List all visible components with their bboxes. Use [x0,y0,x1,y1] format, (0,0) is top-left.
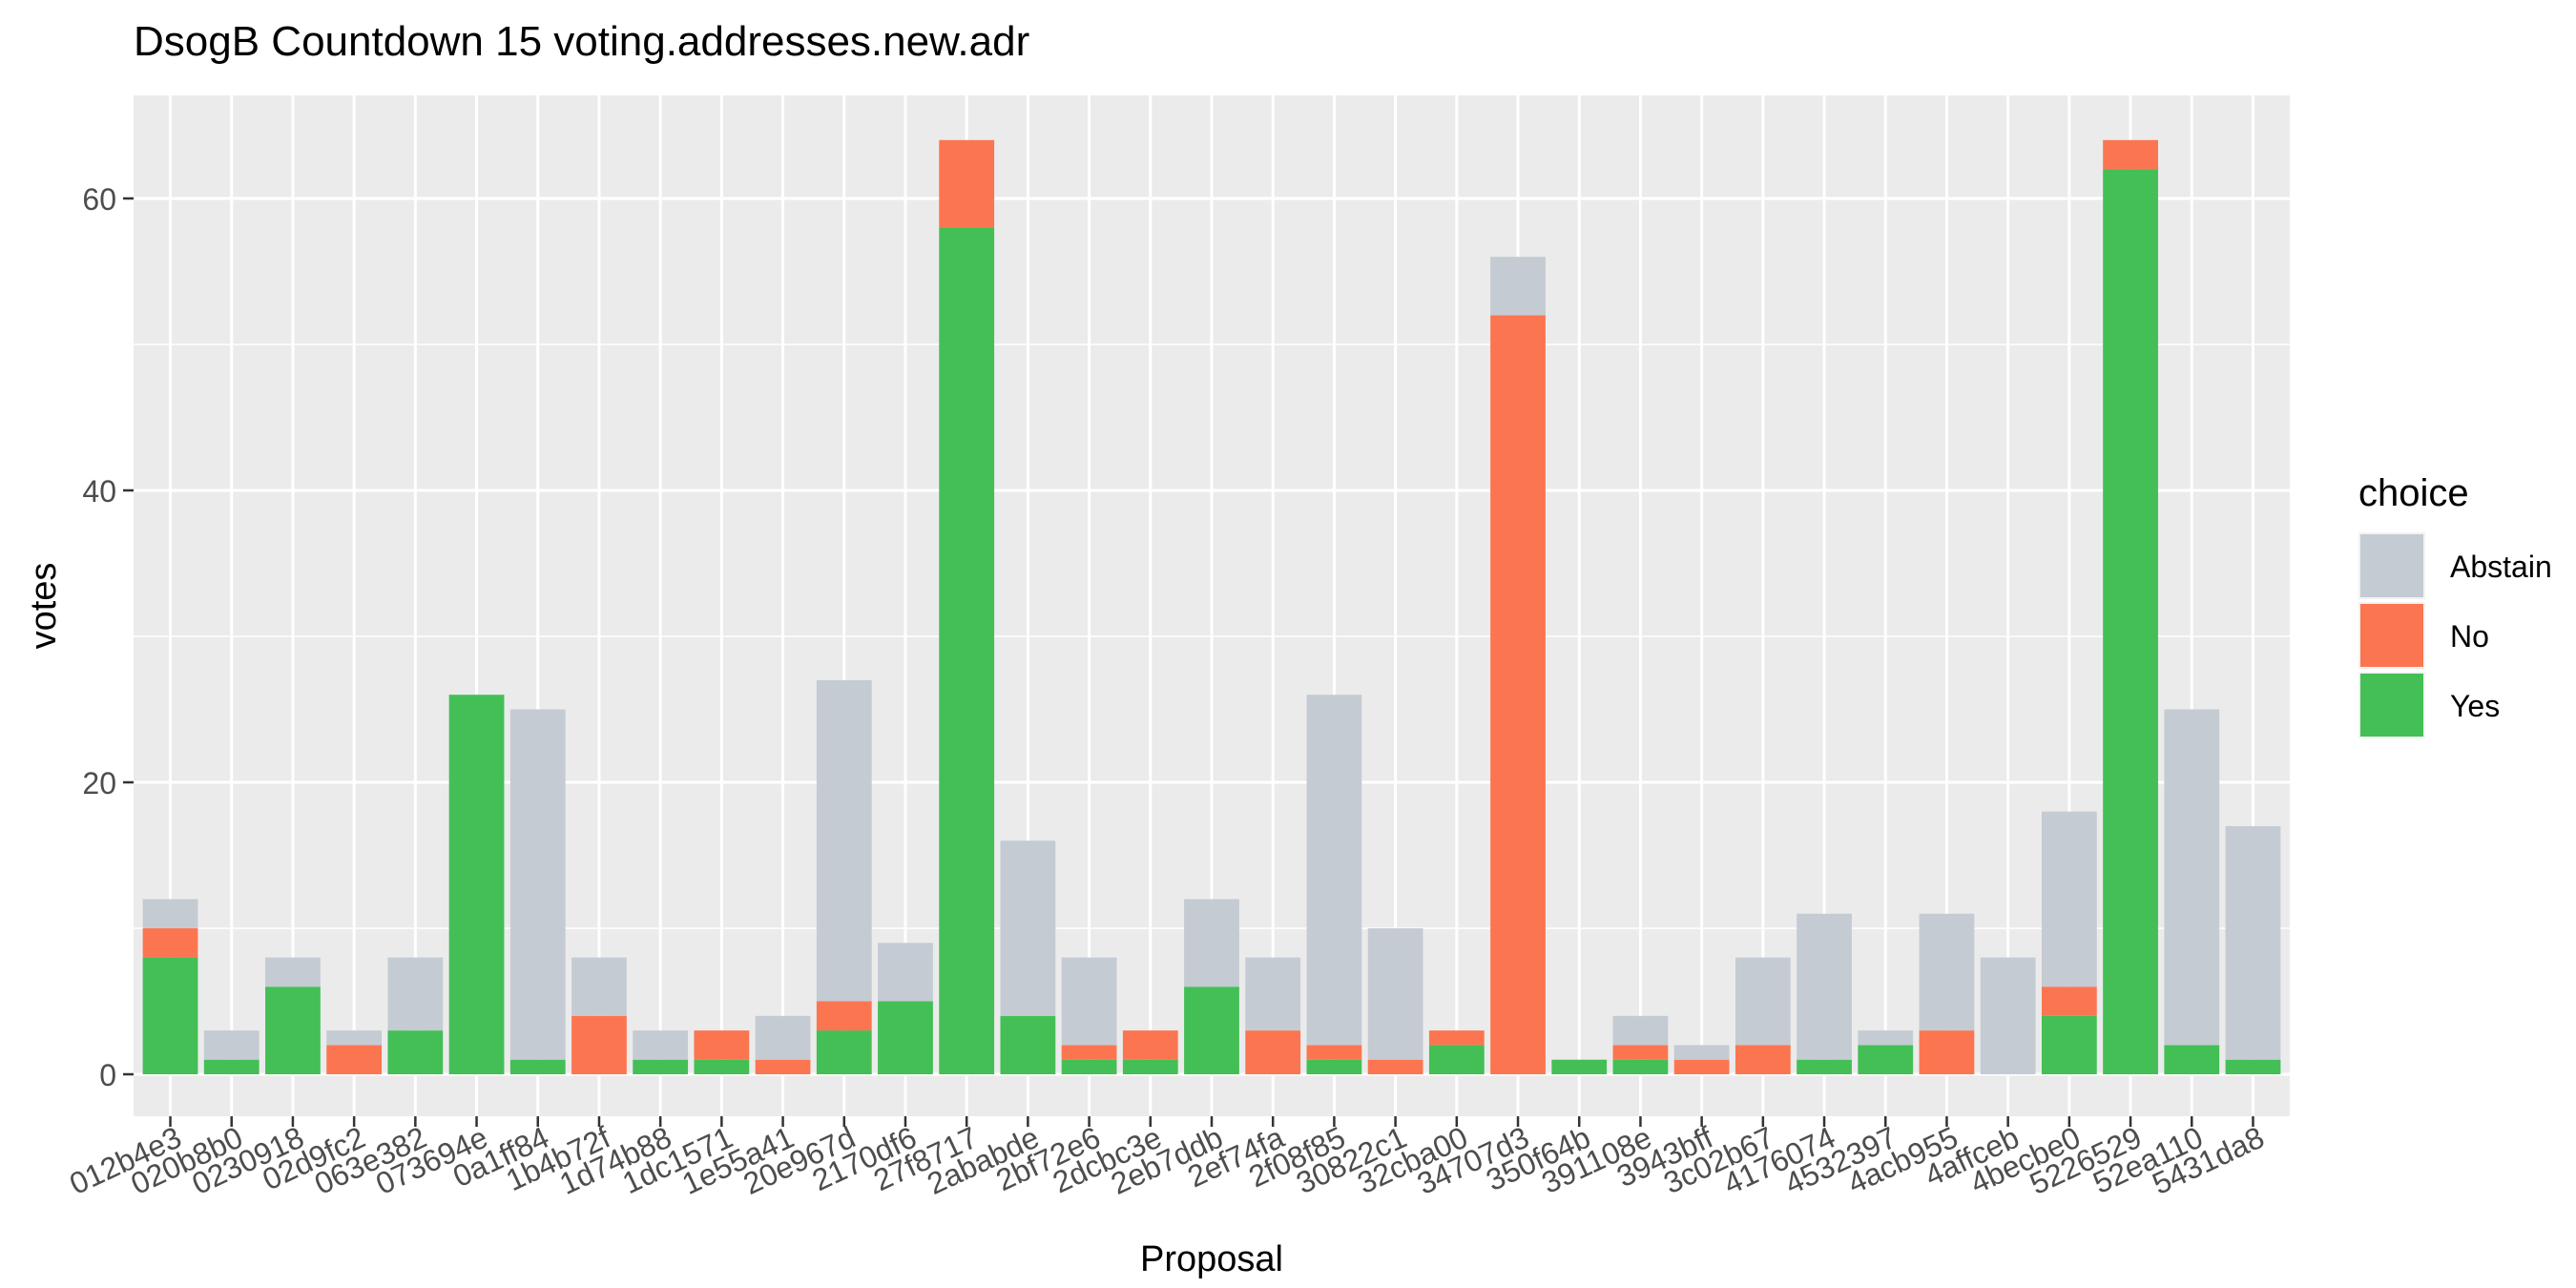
bar-no-3943bff [1673,1059,1730,1074]
bar-yes-350f64b [1551,1059,1608,1074]
bar-yes-0a1ff84 [509,1059,566,1074]
bar-yes-012b4e3 [142,957,198,1074]
bar-abstain-2f08f85 [1306,695,1362,1046]
bar-abstain-020b8b0 [203,1030,260,1060]
legend-label-yes: Yes [2450,689,2500,723]
bar-abstain-4176074 [1797,913,1852,1060]
bar-abstain-063e382 [387,957,444,1031]
bar-yes-32cba00 [1428,1045,1485,1074]
bar-yes-391108e [1612,1059,1669,1074]
bar-yes-2bf72e6 [1061,1059,1117,1074]
bar-abstain-2ef74fa [1245,957,1301,1031]
bar-no-30822c1 [1367,1059,1423,1074]
y-tick-label: 20 [82,766,116,800]
bar-yes-4176074 [1797,1059,1852,1074]
bar-yes-27f8717 [939,227,995,1075]
bar-abstain-4532397 [1858,1030,1914,1046]
bar-yes-2ababde [1000,1015,1056,1074]
bar-no-2bf72e6 [1061,1045,1117,1060]
bar-no-2f08f85 [1306,1045,1362,1060]
bar-no-32cba00 [1428,1030,1485,1046]
bar-no-391108e [1612,1045,1669,1060]
bar-yes-20e967d [816,1030,872,1074]
bar-abstain-1e55a41 [755,1015,811,1060]
bars [142,139,2281,1075]
bar-yes-2f08f85 [1306,1059,1362,1074]
bar-yes-1d74b88 [633,1059,689,1074]
bar-yes-5431da8 [2225,1059,2281,1074]
legend-swatch-no [2360,604,2423,667]
bar-no-27f8717 [939,139,995,228]
bar-abstain-20e967d [816,679,872,1002]
legend: choice Abstain No Yes [2358,472,2552,738]
bar-no-2dcbc3e [1122,1030,1178,1060]
bar-abstain-2170df6 [878,943,933,1002]
chart-title: DsogB Countdown 15 voting.addresses.new.… [134,18,1029,65]
bar-abstain-52ea110 [2164,709,2220,1046]
legend-swatch-abstain [2360,534,2423,597]
bar-yes-2eb7ddb [1184,987,1239,1074]
bar-abstain-2bf72e6 [1061,957,1117,1046]
bar-abstain-1d74b88 [633,1030,689,1060]
bar-no-34707d3 [1490,315,1546,1074]
legend-label-abstain: Abstain [2450,550,2552,584]
bar-yes-020b8b0 [203,1059,260,1074]
bar-no-012b4e3 [142,928,198,958]
bar-no-20e967d [816,1001,872,1031]
bar-abstain-2ababde [1000,841,1056,1016]
legend-title: choice [2358,472,2469,514]
bar-no-5226529 [2103,139,2158,170]
bar-abstain-4becbe0 [2041,811,2097,987]
bar-no-4becbe0 [2041,987,2097,1016]
bar-abstain-3943bff [1673,1045,1730,1060]
bar-abstain-4acb955 [1919,913,1975,1031]
bar-abstain-34707d3 [1490,257,1546,316]
x-axis-label: Proposal [1140,1239,1283,1279]
bar-abstain-391108e [1612,1015,1669,1046]
bar-no-2ef74fa [1245,1030,1301,1074]
bar-yes-5226529 [2103,169,2158,1074]
legend-keys: Abstain No Yes [2358,532,2552,738]
y-axis-label: votes [24,563,64,650]
y-tick-label: 60 [82,182,116,217]
bar-abstain-0230918 [265,957,321,987]
bar-yes-52ea110 [2164,1045,2220,1074]
bar-yes-1dc1571 [694,1059,750,1074]
bar-abstain-5431da8 [2225,825,2281,1060]
bar-yes-063e382 [387,1030,444,1074]
bar-yes-2170df6 [878,1001,933,1074]
bar-yes-2dcbc3e [1122,1059,1178,1074]
y-tick-label: 40 [82,474,116,509]
bar-abstain-012b4e3 [142,899,198,928]
bar-yes-0230918 [265,987,321,1074]
bar-no-3c02b67 [1735,1045,1791,1074]
bar-no-1dc1571 [694,1030,750,1060]
bar-abstain-02d9fc2 [326,1030,383,1046]
bar-yes-4becbe0 [2041,1015,2097,1074]
bar-no-4acb955 [1919,1030,1975,1074]
legend-swatch-yes [2360,674,2423,737]
bar-abstain-2eb7ddb [1184,899,1239,987]
x-axis: 012b4e3020b8b0023091802d9fc2063e38207369… [64,1116,2269,1201]
bar-no-1e55a41 [755,1059,811,1074]
legend-label-no: No [2450,619,2489,654]
bar-no-1b4b72f [571,1015,627,1074]
y-tick-label: 0 [99,1058,116,1092]
y-axis: 0 20 40 60 [82,182,134,1092]
bar-abstain-4affceb [1980,957,2036,1074]
bar-no-02d9fc2 [326,1045,383,1074]
bar-abstain-30822c1 [1367,928,1423,1060]
bar-yes-4532397 [1858,1045,1914,1074]
bar-yes-073694e [448,695,505,1074]
bar-abstain-3c02b67 [1735,957,1791,1046]
bar-abstain-1b4b72f [571,957,627,1016]
bar-abstain-0a1ff84 [509,709,566,1060]
